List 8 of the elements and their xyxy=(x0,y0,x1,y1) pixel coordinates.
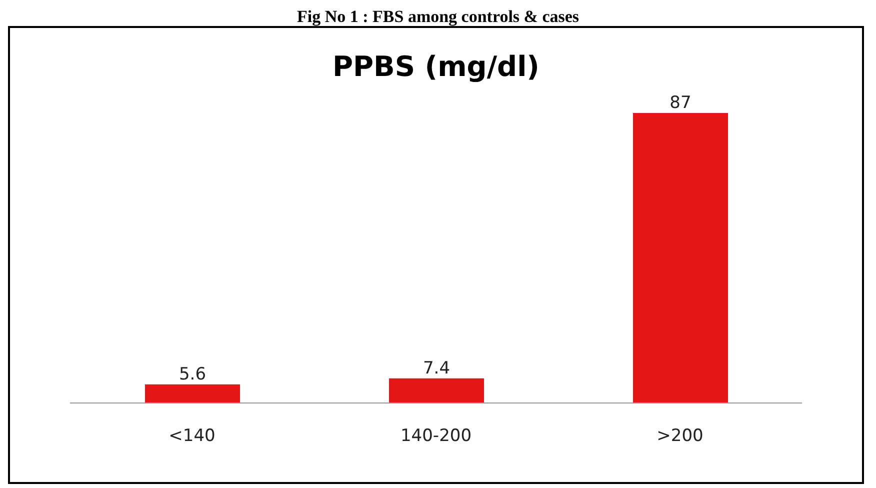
x-tick-label: 140-200 xyxy=(400,426,472,446)
data-label: 7.4 xyxy=(422,358,450,378)
x-tick-label: >200 xyxy=(656,426,704,446)
x-tick-label: <140 xyxy=(168,426,216,446)
data-label: 87 xyxy=(670,93,692,113)
text: Fig No 1 : FBS among controls & cases xyxy=(296,7,580,26)
chart-title: PPBS (mg/dl) xyxy=(332,50,540,83)
data-label: 5.6 xyxy=(178,364,206,384)
